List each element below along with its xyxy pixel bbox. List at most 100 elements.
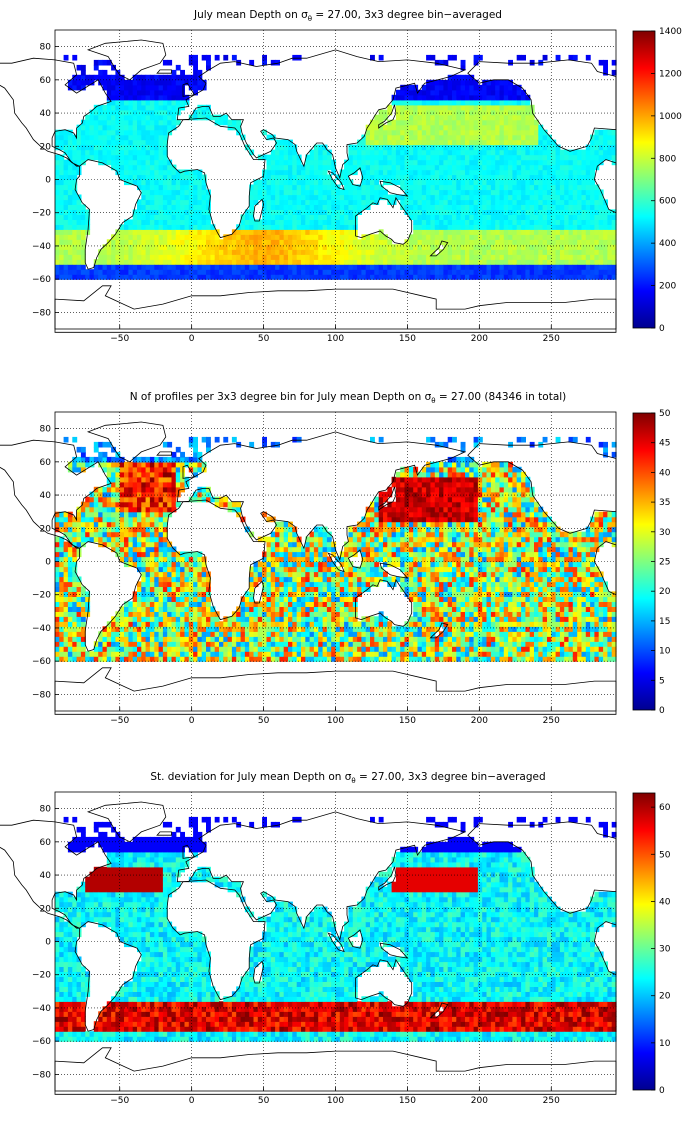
data-bin [149, 501, 155, 508]
data-bin [145, 581, 151, 587]
data-bin [322, 149, 328, 156]
data-bin [67, 249, 73, 255]
data-bin [404, 89, 410, 96]
data-bin [547, 244, 552, 250]
data-bin [400, 249, 406, 255]
data-bin [408, 84, 414, 91]
data-bin [400, 179, 406, 186]
data-bin [279, 189, 285, 196]
data-bin [67, 641, 73, 647]
data-bin [106, 129, 112, 136]
data-bin [124, 259, 129, 265]
data-bin [512, 154, 518, 161]
data-bin [538, 159, 544, 166]
data-bin [516, 174, 522, 181]
data-bin [603, 229, 608, 235]
data-bin [417, 124, 423, 131]
data-bin [253, 239, 259, 245]
data-bin [352, 274, 358, 280]
data-bin [154, 476, 160, 483]
data-bin [318, 159, 324, 166]
data-bin [132, 144, 138, 151]
data-bin [171, 646, 177, 652]
data-bin [426, 259, 431, 265]
data-bin [63, 646, 69, 652]
data-bin [577, 164, 583, 171]
data-bin [439, 184, 444, 191]
data-bin [149, 199, 155, 205]
data-bin [482, 89, 488, 96]
data-bin [76, 586, 82, 592]
data-bin [288, 169, 293, 176]
data-bin [171, 269, 177, 275]
data-bin [175, 586, 181, 592]
data-bin [175, 119, 181, 126]
data-bin [106, 244, 112, 250]
data-bin [253, 219, 259, 225]
data-bin [115, 149, 121, 156]
data-bin [67, 596, 73, 602]
data-bin [137, 149, 142, 156]
data-bin [503, 139, 509, 146]
data-bin [559, 234, 565, 240]
data-bin [141, 254, 147, 260]
data-bin [413, 264, 419, 270]
data-bin [305, 154, 311, 161]
data-bin [512, 274, 518, 280]
data-bin [465, 104, 470, 111]
data-bin [318, 164, 324, 171]
data-bin [301, 209, 306, 215]
data-bin [55, 229, 60, 235]
data-bin [67, 646, 73, 652]
data-bin [154, 591, 160, 597]
data-bin [149, 104, 155, 111]
data-bin [482, 139, 488, 146]
data-bin [80, 274, 86, 280]
data-bin [167, 239, 173, 245]
data-bin [473, 184, 479, 191]
data-bin [456, 204, 462, 210]
data-bin [352, 189, 358, 196]
data-bin [443, 214, 449, 220]
data-bin [598, 224, 604, 230]
data-bin [124, 476, 129, 483]
data-bin [72, 646, 78, 652]
data-bin [430, 164, 436, 171]
data-bin [508, 114, 513, 121]
data-bin [551, 204, 557, 210]
data-bin [383, 134, 388, 141]
data-bin [137, 99, 142, 106]
data-bin [128, 531, 134, 538]
data-bin [137, 641, 142, 647]
data-bin [193, 239, 198, 245]
data-bin [577, 199, 583, 205]
data-bin [607, 134, 613, 141]
data-bin [132, 536, 138, 543]
data-bin [495, 189, 501, 196]
data-bin [590, 144, 595, 151]
data-bin [262, 179, 267, 186]
data-bin [534, 274, 539, 280]
data-bin [529, 149, 535, 156]
data-bin [542, 219, 548, 225]
data-bin [370, 239, 375, 245]
data-bin [55, 199, 60, 205]
data-bin [473, 254, 479, 260]
data-bin [452, 194, 457, 201]
data-bin [326, 239, 332, 245]
data-bin [102, 264, 108, 270]
data-bin [279, 274, 285, 280]
data-bin [145, 631, 151, 637]
data-bin [223, 249, 229, 255]
data-bin [477, 269, 483, 275]
data-bin [499, 259, 505, 265]
data-bin [525, 189, 531, 196]
data-bin [279, 209, 285, 215]
data-bin [275, 159, 280, 166]
data-bin [128, 516, 134, 523]
data-bin [249, 149, 255, 156]
data-bin [516, 134, 522, 141]
data-bin [132, 551, 138, 558]
data-bin [529, 204, 535, 210]
data-bin [59, 551, 65, 558]
